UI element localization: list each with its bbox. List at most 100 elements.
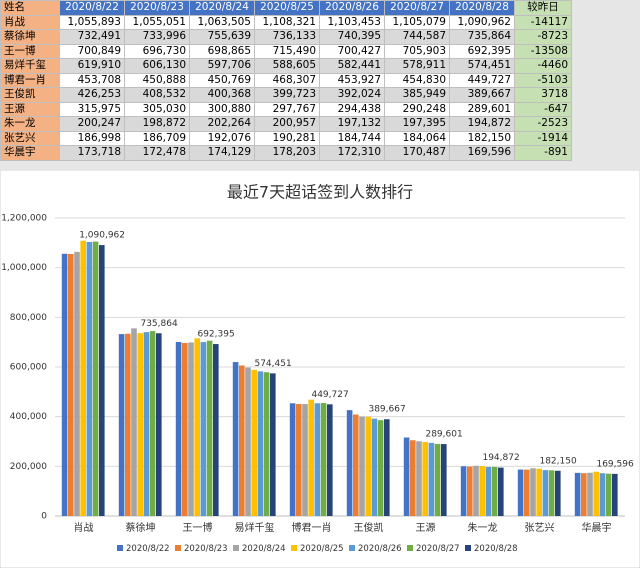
table-cell: 198,872: [124, 116, 190, 132]
table-cell: 755,639: [189, 29, 255, 45]
data-label: 1,090,962: [79, 231, 125, 241]
bar: [460, 466, 467, 516]
data-table: 姓名 2020/8/22 2020/8/23 2020/8/24 2020/8/25 20…: [0, 0, 572, 161]
table-cell: -891: [514, 145, 572, 161]
table-row: 蔡徐坤 732,491 733,996 755,639 736,133 740,395 74…: [0, 29, 572, 45]
bar: [485, 467, 492, 516]
header-cell: 2020/8/22: [59, 0, 125, 16]
bar: [548, 470, 555, 516]
x-tick-label: 华晨宇: [582, 521, 612, 534]
table-cell: 468,307: [254, 72, 320, 88]
table-cell: 1,055,051: [124, 14, 190, 30]
legend-label: 2020/8/24: [242, 544, 286, 554]
table-cell: 172,310: [319, 145, 385, 161]
table-cell: 3718: [514, 87, 572, 103]
bar: [441, 444, 447, 516]
table-cell: 190,281: [254, 130, 320, 146]
table-cell: 692,395: [449, 43, 515, 59]
table-cell: 700,427: [319, 43, 385, 59]
table-cell: 294,438: [319, 101, 385, 117]
bar: [232, 362, 239, 516]
table-cell: 735,864: [449, 29, 515, 45]
table-row: 王一博 700,849 696,730 698,865 715,490 700,427 70…: [0, 43, 572, 59]
y-tick-label: 600,000: [10, 363, 47, 373]
table-cell: 博君一肖: [0, 72, 60, 88]
data-label: 194,872: [482, 453, 519, 463]
bar: [536, 468, 542, 516]
bar: [365, 416, 371, 516]
table-cell: 597,706: [189, 58, 255, 74]
legend-swatch: [465, 545, 471, 551]
bar: [125, 333, 131, 516]
table-cell: -5103: [514, 72, 572, 88]
table-cell: 696,730: [124, 43, 190, 59]
bar: [296, 404, 302, 516]
table-cell: 740,395: [319, 29, 385, 45]
table-cell: 385,949: [384, 87, 450, 103]
header-row: 姓名 2020/8/22 2020/8/23 2020/8/24 2020/8/25 20…: [0, 0, 572, 16]
table-cell: 197,395: [384, 116, 450, 132]
data-label: 182,150: [539, 456, 576, 466]
bar: [61, 253, 68, 517]
table-cell: 174,129: [189, 145, 255, 161]
bar: [143, 332, 150, 516]
table-cell: 453,927: [319, 72, 385, 88]
legend-label: 2020/8/27: [416, 544, 460, 554]
table-cell: 578,911: [384, 58, 450, 74]
table-cell: 698,865: [189, 43, 255, 59]
bar: [200, 342, 207, 516]
table-cell: 186,998: [59, 130, 125, 146]
bar: [517, 469, 524, 516]
bar: [581, 473, 587, 516]
bar: [346, 410, 353, 516]
table-cell: 588,605: [254, 58, 320, 74]
table-cell: 张艺兴: [0, 130, 60, 146]
table-cell: 736,133: [254, 29, 320, 45]
header-cell: 2020/8/25: [254, 0, 320, 16]
table-cell: 705,903: [384, 43, 450, 59]
table-cell: 1,108,321: [254, 14, 320, 30]
data-label: 574,451: [254, 359, 291, 369]
table-cell: 574,451: [449, 58, 515, 74]
legend-swatch: [233, 545, 239, 551]
table-cell: 172,478: [124, 145, 190, 161]
table-cell: 297,767: [254, 101, 320, 117]
bar: [68, 253, 74, 516]
bar: [359, 416, 365, 516]
table-cell: 184,064: [384, 130, 450, 146]
table-cell: 453,708: [59, 72, 125, 88]
bar: [175, 341, 182, 516]
bar: [587, 472, 593, 516]
bar: [574, 472, 581, 516]
table-cell: 194,872: [449, 116, 515, 132]
table-cell: 300,880: [189, 101, 255, 117]
bar: [206, 340, 213, 516]
bar: [605, 473, 612, 516]
table-cell: 389,667: [449, 87, 515, 103]
bar: [245, 367, 251, 516]
table-cell: 202,264: [189, 116, 255, 132]
bar: [422, 442, 428, 516]
legend-swatch: [291, 545, 297, 551]
bar: [327, 404, 333, 516]
table-cell: 肖战: [0, 14, 60, 30]
header-cell: 较昨日: [514, 0, 572, 16]
table-row: 王俊凯 426,253 408,532 400,368 399,723 392,024 38…: [0, 87, 572, 103]
bar: [302, 404, 308, 516]
legend-swatch: [407, 545, 413, 551]
table-cell: 182,150: [449, 130, 515, 146]
table-row: 华晨宇 173,718 172,478 174,129 178,203 172,310 17…: [0, 145, 572, 161]
bar: [491, 466, 498, 516]
header-cell: 2020/8/27: [384, 0, 450, 16]
table-cell: 1,090,962: [449, 14, 515, 30]
data-label: 289,601: [425, 430, 462, 440]
x-tick-label: 博君一肖: [292, 521, 332, 534]
table-cell: 易烊千玺: [0, 58, 60, 74]
table-cell: 178,203: [254, 145, 320, 161]
table-cell: 619,910: [59, 58, 125, 74]
bar: [403, 437, 410, 516]
bar: [188, 342, 194, 516]
table-cell: 王俊凯: [0, 87, 60, 103]
data-label: 692,395: [197, 330, 234, 340]
